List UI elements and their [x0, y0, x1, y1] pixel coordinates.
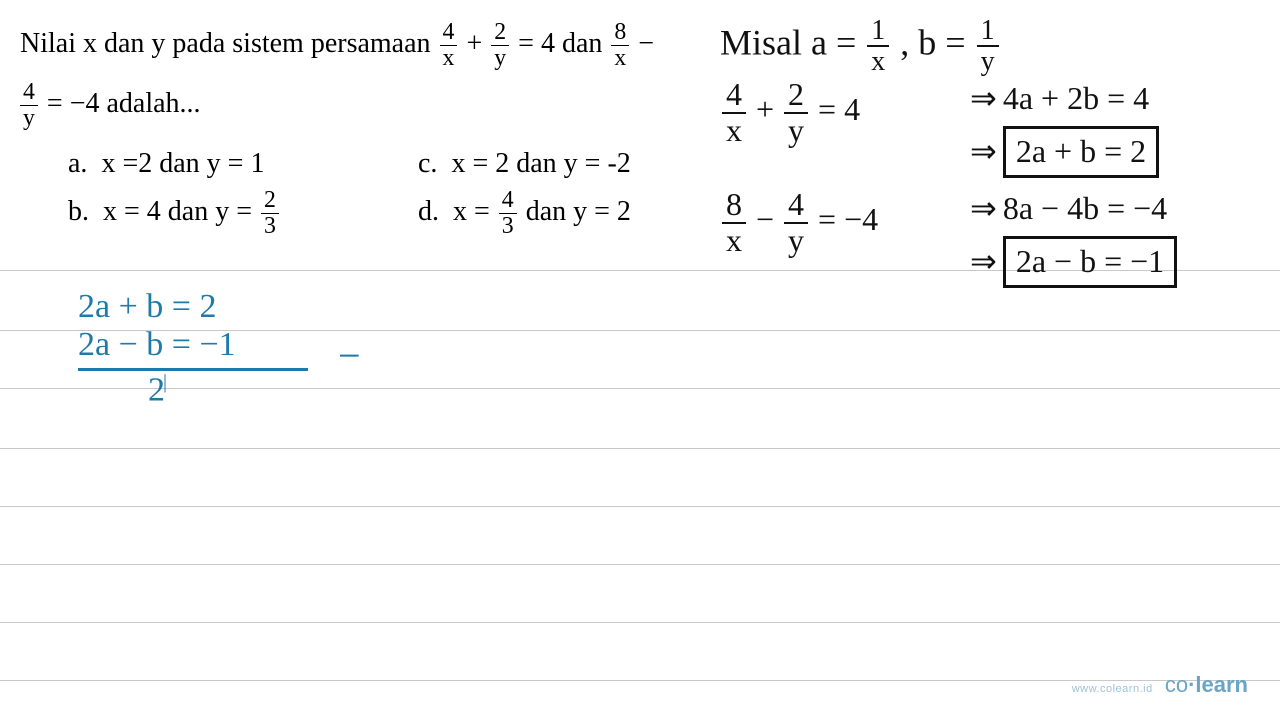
watermark: www.colearn.id co·learn	[1072, 672, 1248, 698]
boxed-eq1: 2a + b = 2	[1003, 126, 1159, 178]
minus-sign: −	[338, 332, 361, 379]
blue-line1: 2a + b = 2	[78, 288, 308, 326]
eq2-step1: 8a − 4b = −4	[970, 188, 1167, 230]
eq1-step1: 4a + 2b = 4	[970, 78, 1149, 120]
option-c: c. x = 2 dan y = -2	[418, 148, 631, 180]
arrow-icon	[970, 80, 1003, 116]
eq1-frac-4x: 4 x	[722, 78, 746, 147]
eq1-step2: 2a + b = 2	[970, 126, 1159, 178]
arrow-icon	[970, 190, 1003, 226]
eq1-lhs: 4 x + 2 y = 4	[720, 78, 860, 147]
frac-1y: 1 y	[977, 16, 999, 77]
boxed-eq2: 2a − b = −1	[1003, 236, 1177, 288]
blue-result: 2|	[78, 371, 308, 409]
option-d: d. x = 4 3 dan y = 2	[418, 188, 631, 239]
option-b-fraction: 2 3	[261, 188, 279, 239]
watermark-url: www.colearn.id	[1072, 683, 1153, 695]
misal-substitution: Misal a = 1 x , b = 1 y	[720, 16, 1001, 77]
option-b: b. x = 4 dan y = 2 3	[68, 188, 281, 239]
fraction-8x: 8 x	[611, 20, 629, 71]
arrow-icon	[970, 133, 1003, 169]
frac-1x: 1 x	[867, 16, 889, 77]
brand-learn: learn	[1195, 672, 1248, 697]
blue-elimination: 2a + b = 2 2a − b = −1 − 2|	[78, 288, 308, 409]
eq2-frac-4y: 4 y	[784, 188, 808, 257]
fraction-2y: 2 y	[491, 20, 509, 71]
eq1-frac-2y: 2 y	[784, 78, 808, 147]
options-col-1: a. x =2 dan y = 1 b. x = 4 dan y = 2 3	[68, 148, 281, 247]
options-col-2: c. x = 2 dan y = -2 d. x = 4 3 dan y = 2	[418, 148, 631, 247]
eq2-step2: 2a − b = −1	[970, 236, 1177, 288]
blue-line2-row: 2a − b = −1 −	[78, 326, 308, 364]
question-line-1: Nilai x dan y pada sistem persamaan 4 x …	[20, 20, 654, 71]
fraction-4y: 4 y	[20, 80, 38, 131]
question-prefix: Nilai x dan y pada sistem persamaan	[20, 28, 438, 59]
question-line-2: 4 y = −4 adalah...	[18, 80, 201, 131]
option-a: a. x =2 dan y = 1	[68, 148, 281, 180]
option-d-fraction: 4 3	[499, 188, 517, 239]
fraction-4x: 4 x	[440, 20, 458, 71]
arrow-icon	[970, 243, 1003, 279]
eq2-lhs: 8 x − 4 y = −4	[720, 188, 878, 257]
eq2-frac-8x: 8 x	[722, 188, 746, 257]
brand-co: co	[1165, 672, 1188, 697]
